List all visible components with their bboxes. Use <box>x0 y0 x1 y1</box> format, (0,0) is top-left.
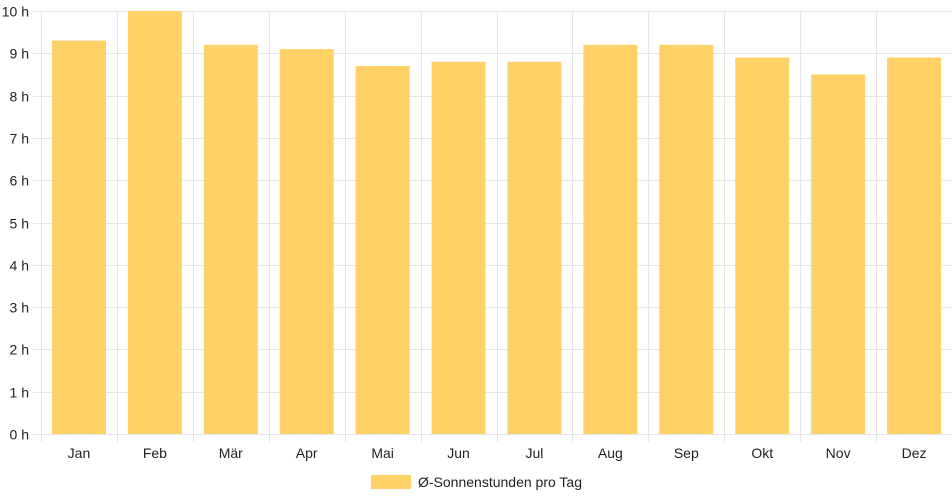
x-tick-label: Aug <box>598 445 623 461</box>
x-tick-label: Jul <box>526 445 544 461</box>
bar-Mai[interactable] <box>355 65 410 435</box>
y-tick-label: 9 h <box>10 46 29 62</box>
bars-layer <box>51 11 942 435</box>
bar-Sep[interactable] <box>659 44 714 435</box>
y-tick-label: 1 h <box>10 385 29 401</box>
bar-Jul[interactable] <box>507 61 562 434</box>
bar-Aug[interactable] <box>583 44 638 435</box>
x-tick-label: Mai <box>371 445 394 461</box>
y-tick-label: 7 h <box>10 131 29 147</box>
x-tick-label: Nov <box>826 445 851 461</box>
bar-Dez[interactable] <box>887 57 942 434</box>
bar-Apr[interactable] <box>279 49 334 434</box>
y-tick-label: 5 h <box>10 216 29 232</box>
bar-Jun[interactable] <box>431 61 486 434</box>
x-tick-label: Jun <box>447 445 470 461</box>
grid-layer <box>33 11 952 442</box>
bar-Okt[interactable] <box>735 57 790 434</box>
legend[interactable]: Ø-Sonnenstunden pro Tag <box>371 474 582 490</box>
x-tick-label: Sep <box>674 445 699 461</box>
x-tick-label: Feb <box>143 445 167 461</box>
x-tick-label: Mär <box>219 445 243 461</box>
y-tick-label: 2 h <box>10 342 29 358</box>
x-axis: Jan Feb Mär Apr Mai Jun Jul Aug Sep Okt Nov Dez <box>68 445 927 461</box>
x-tick-label: Apr <box>296 445 318 461</box>
bar-Mär[interactable] <box>203 44 258 435</box>
y-tick-label: 0 h <box>10 427 29 443</box>
bar-Nov[interactable] <box>811 74 866 434</box>
y-tick-label: 8 h <box>10 89 29 105</box>
legend-label[interactable]: Ø-Sonnenstunden pro Tag <box>418 474 582 490</box>
y-axis: 0 h 1 h 2 h 3 h 4 h 5 h 6 h 7 h 8 h 9 h 10 h <box>2 4 29 443</box>
x-tick-label: Jan <box>68 445 91 461</box>
bar-Jan[interactable] <box>51 40 106 435</box>
x-tick-label: Okt <box>751 445 773 461</box>
y-tick-label: 10 h <box>2 4 29 20</box>
x-tick-label: Dez <box>902 445 927 461</box>
y-tick-label: 6 h <box>10 173 29 189</box>
legend-swatch[interactable] <box>371 475 411 489</box>
y-tick-label: 4 h <box>10 258 29 274</box>
y-tick-label: 3 h <box>10 300 29 316</box>
bar-Feb[interactable] <box>127 11 182 434</box>
